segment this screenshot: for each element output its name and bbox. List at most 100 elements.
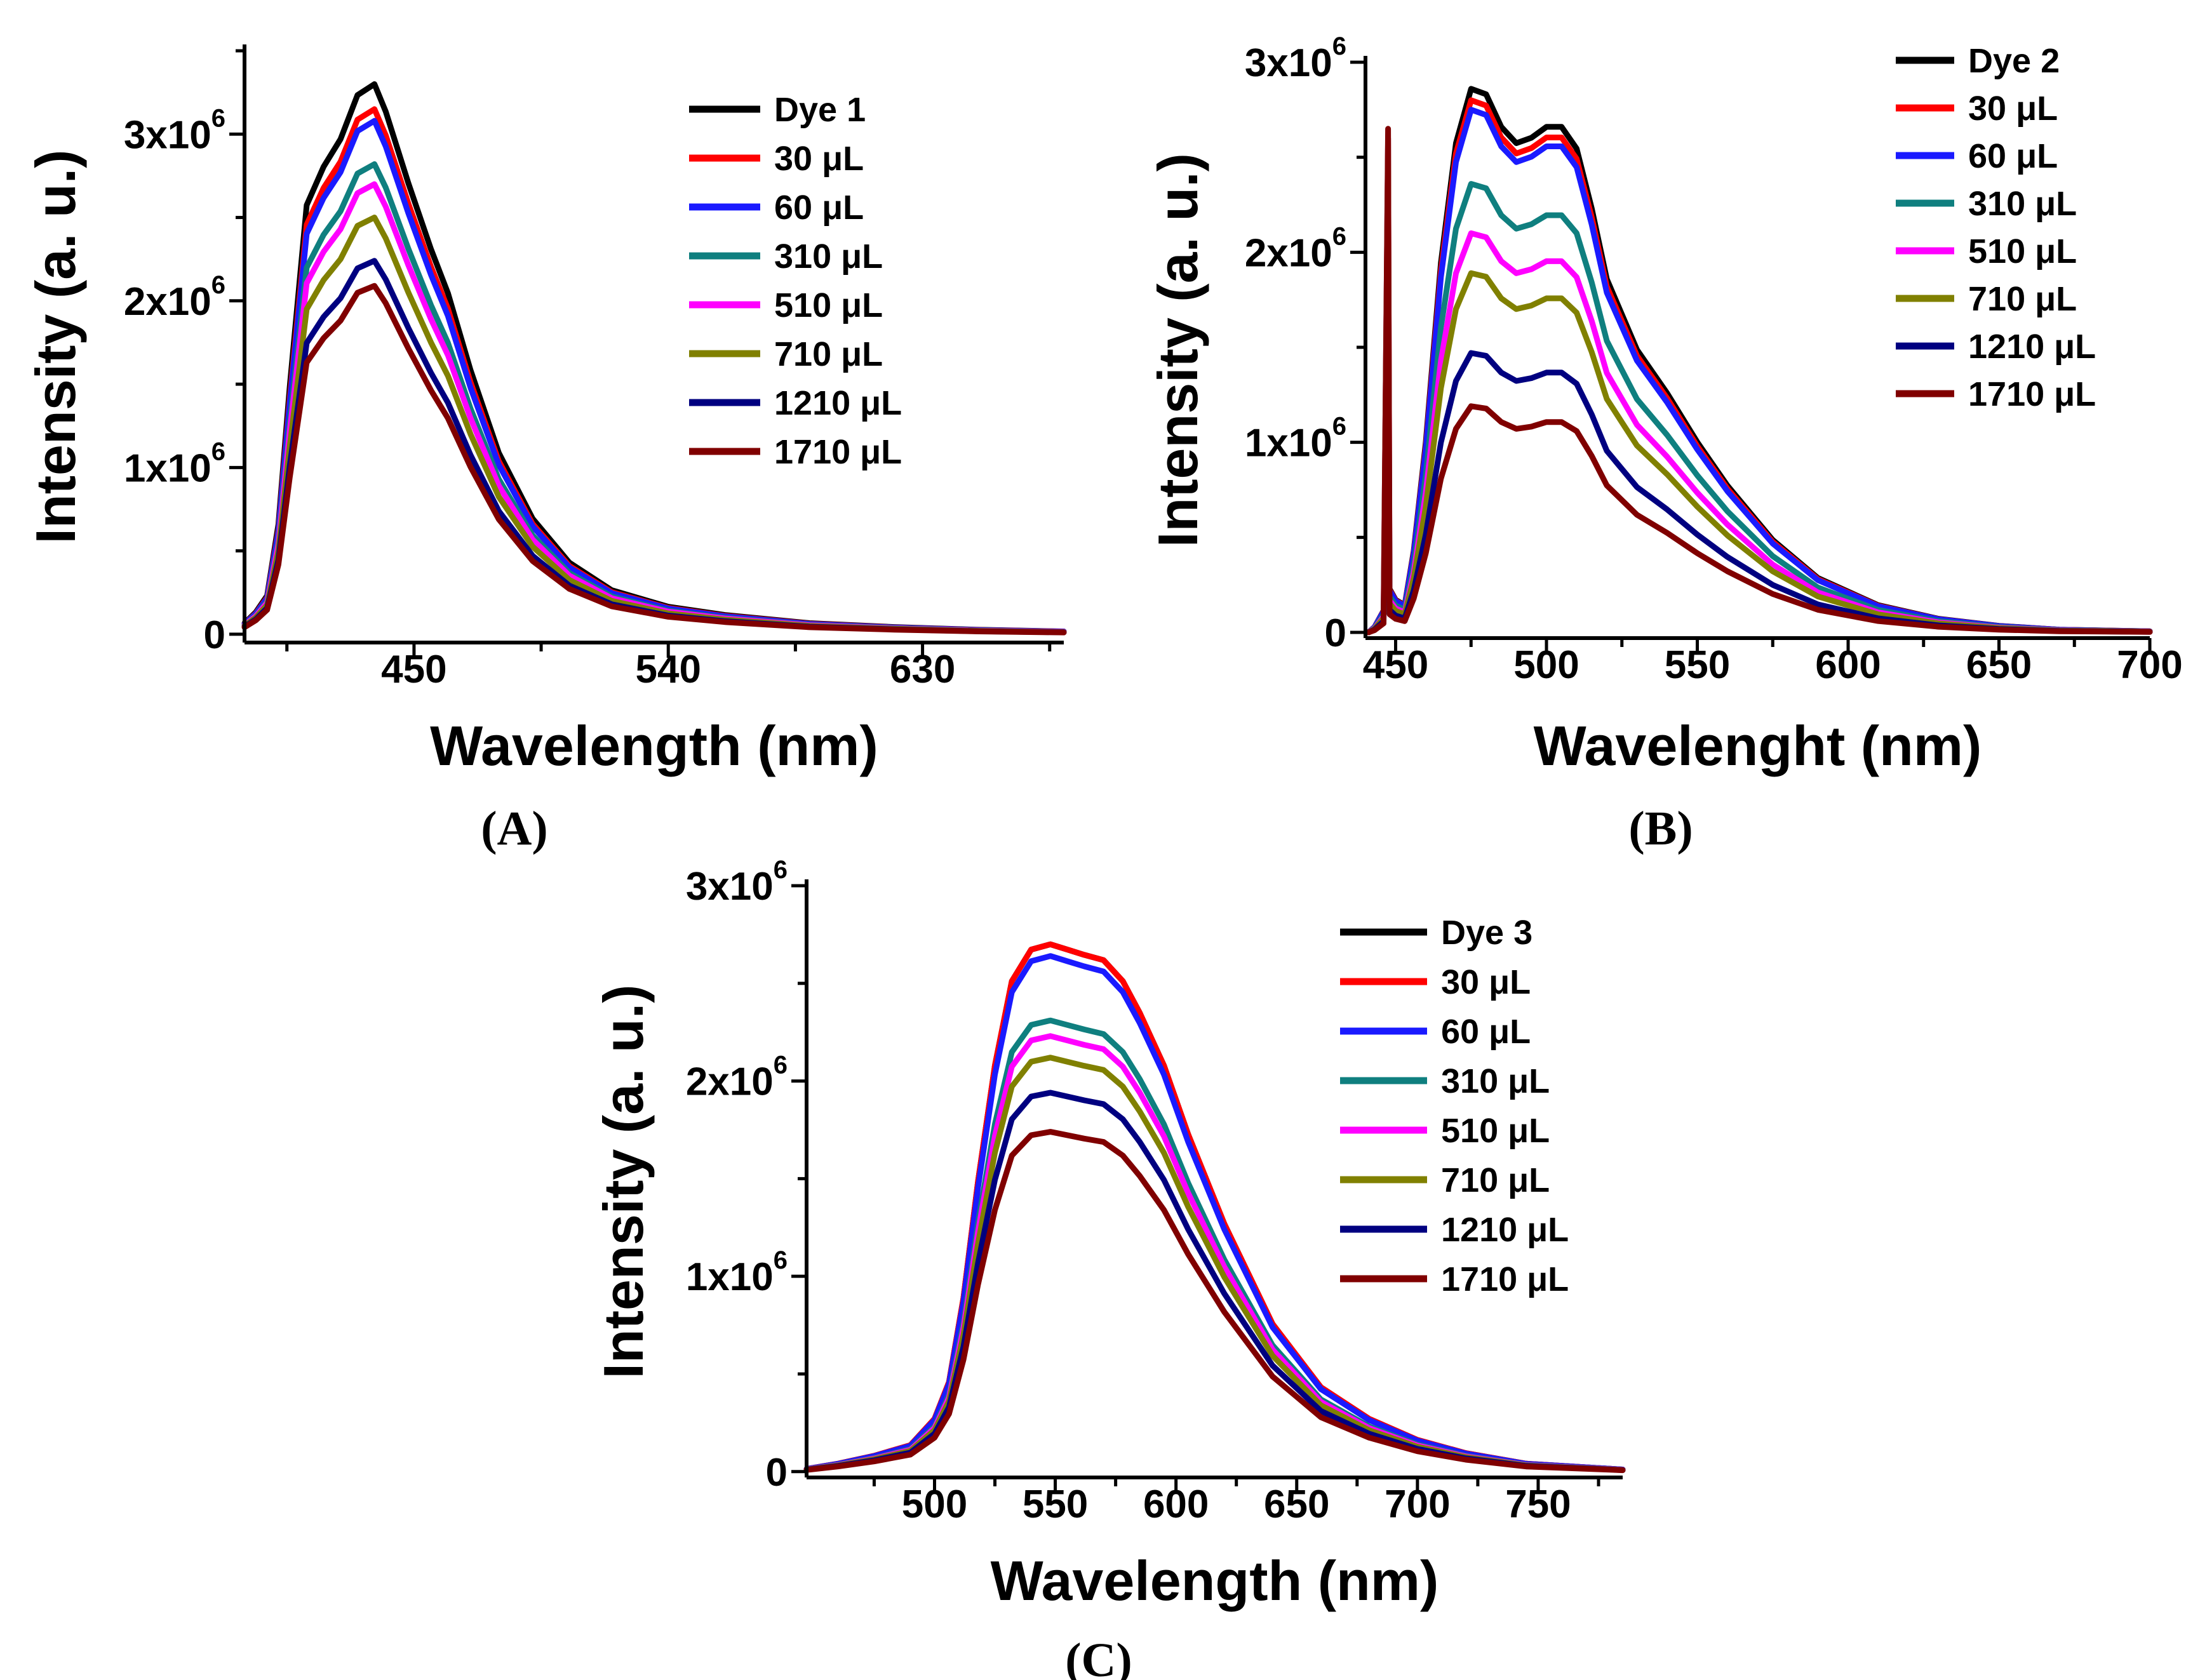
chartb-legend-label: 1210 μL bbox=[1968, 328, 2096, 366]
chart-panel-c: 500 550 600 650 700 75001x1062x1063x106Wavele… bbox=[592, 856, 1626, 1680]
charta-y-tick-exponent: 6 bbox=[211, 271, 225, 299]
chartb-series-5 bbox=[1365, 135, 2153, 636]
chartb-legend-label: 510 μL bbox=[1968, 232, 2077, 270]
charta-x-tick-label: 450 bbox=[381, 648, 446, 691]
chartc-y-tick-label: 0 bbox=[766, 1451, 788, 1495]
charta-series-2 bbox=[241, 117, 1067, 635]
chartc-y-tick-mantissa: 1x10 bbox=[686, 1255, 774, 1299]
chartb-panel-label: (B) bbox=[1628, 802, 1693, 855]
chartc-legend-label: 310 μL bbox=[1441, 1062, 1550, 1100]
chartc-legend-label: 30 μL bbox=[1441, 963, 1531, 1001]
chartb-series-2 bbox=[1365, 107, 2153, 636]
chartb-x-tick-label: 550 bbox=[1665, 643, 1730, 687]
chartc-x-tick-label: 700 bbox=[1385, 1483, 1450, 1526]
chartc-legend-label: 1210 μL bbox=[1441, 1211, 1569, 1249]
chartb-x-tick-label: 450 bbox=[1363, 643, 1428, 687]
chartb-y-tick-mantissa: 0 bbox=[1325, 611, 1346, 655]
charta-y-tick-label: 1x106 bbox=[124, 437, 225, 490]
chartb-y-tick-label: 0 bbox=[1325, 611, 1346, 655]
chartb-x-tick-label: 600 bbox=[1815, 643, 1881, 687]
chartb-legend-label: 710 μL bbox=[1968, 280, 2077, 318]
chartb-x-axis-title: Wavelenght (nm) bbox=[1534, 714, 1982, 777]
chartb-legend: Dye 2 30 μL 60 μL 310 μL 510 μL 710 μL 1210 μL… bbox=[1896, 42, 2096, 413]
chartc-y-tick-label: 3x106 bbox=[686, 856, 788, 909]
charta-series-5 bbox=[241, 215, 1067, 636]
charta-x-tick-label: 540 bbox=[636, 648, 701, 691]
charta-x-tick-label: 630 bbox=[890, 648, 955, 691]
charta-y-tick-label: 3x106 bbox=[124, 104, 225, 157]
chartc-legend-label: 60 μL bbox=[1441, 1013, 1531, 1051]
charta-legend-label: 1210 μL bbox=[774, 384, 902, 422]
charta-legend-label: 310 μL bbox=[774, 237, 883, 276]
chartc-y-tick-exponent: 6 bbox=[774, 856, 788, 884]
chartc-y-tick-label: 1x106 bbox=[686, 1246, 788, 1299]
chartc-y-tick-exponent: 6 bbox=[774, 1051, 788, 1079]
charta-x-axis-title: Wavelength (nm) bbox=[430, 714, 878, 777]
charta-legend-label: 30 μL bbox=[774, 140, 864, 178]
chartc-x-tick-label: 500 bbox=[902, 1483, 967, 1526]
chartc-y-axis-title: Intensity (a. u.) bbox=[592, 985, 655, 1379]
charta-y-axis-title: Intensity (a. u.) bbox=[24, 150, 87, 544]
chartc-legend-label: 1710 μL bbox=[1441, 1260, 1569, 1298]
chartb-y-tick-exponent: 6 bbox=[1332, 222, 1346, 250]
charta-legend: Dye 1 30 μL 60 μL 310 μL 510 μL 710 μL 1210 μL… bbox=[689, 91, 902, 471]
charta-legend-label: 1710 μL bbox=[774, 433, 902, 471]
chartb-y-tick-mantissa: 1x10 bbox=[1245, 422, 1332, 465]
charta-series-6 bbox=[241, 258, 1067, 636]
chartc-x-tick-label: 600 bbox=[1143, 1483, 1209, 1526]
chartc-legend: Dye 3 30 μL 60 μL 310 μL 510 μL 710 μL 1210 μL… bbox=[1340, 914, 1569, 1298]
charta-y-tick-label: 0 bbox=[204, 613, 225, 657]
chartb-legend-label: 310 μL bbox=[1968, 185, 2077, 223]
chartb-series-7 bbox=[1365, 126, 2153, 636]
chartc-series-7 bbox=[803, 1129, 1626, 1474]
chartb-y-tick-mantissa: 3x10 bbox=[1245, 41, 1332, 85]
charta-legend-label: Dye 1 bbox=[774, 91, 866, 129]
chartb-y-tick-label: 1x106 bbox=[1245, 413, 1346, 465]
charta-y-tick-mantissa: 0 bbox=[204, 613, 225, 657]
chartb-x-tick-label: 500 bbox=[1513, 643, 1579, 687]
chartb-y-tick-mantissa: 2x10 bbox=[1245, 231, 1332, 275]
chartc-panel-label: (C) bbox=[1065, 1634, 1132, 1680]
charta-legend-label: 510 μL bbox=[774, 286, 883, 324]
chartb-legend-label: 60 μL bbox=[1968, 137, 2058, 175]
charta-panel-label: (A) bbox=[481, 802, 548, 855]
charta-y-tick-exponent: 6 bbox=[211, 437, 225, 465]
chartc-x-tick-label: 750 bbox=[1505, 1483, 1571, 1526]
charta-legend-label: 60 μL bbox=[774, 189, 864, 227]
charta-curves bbox=[241, 81, 1067, 636]
chartb-curves bbox=[1365, 86, 2153, 636]
chartc-y-tick-mantissa: 2x10 bbox=[686, 1060, 774, 1104]
chartb-x-tick-label: 700 bbox=[2117, 643, 2182, 687]
charta-y-tick-exponent: 6 bbox=[211, 104, 225, 132]
chartb-y-axis-title: Intensity (a. u.) bbox=[1146, 153, 1209, 547]
chartb-y-tick-exponent: 6 bbox=[1332, 413, 1346, 441]
chartb-series-6 bbox=[1365, 211, 2153, 636]
chartc-y-tick-mantissa: 0 bbox=[766, 1451, 788, 1495]
charta-series-7 bbox=[241, 283, 1067, 636]
charta-legend-label: 710 μL bbox=[774, 335, 883, 373]
chartb-x-tick-label: 650 bbox=[1966, 643, 2032, 687]
chartb-legend-label: 1710 μL bbox=[1968, 375, 2096, 413]
chartc-y-tick-label: 2x106 bbox=[686, 1051, 788, 1104]
chartc-series-2 bbox=[803, 953, 1626, 1472]
chartc-curves bbox=[803, 941, 1626, 1474]
chartc-legend-label: Dye 3 bbox=[1441, 914, 1532, 952]
chartb-y-tick-exponent: 6 bbox=[1332, 32, 1346, 60]
chartc-x-tick-label: 550 bbox=[1023, 1483, 1088, 1526]
chartc-legend-label: 710 μL bbox=[1441, 1161, 1550, 1199]
chartc-legend-label: 510 μL bbox=[1441, 1112, 1550, 1150]
chartb-legend-label: Dye 2 bbox=[1968, 42, 2060, 80]
chartb-legend-label: 30 μL bbox=[1968, 90, 2058, 128]
charta-y-tick-mantissa: 2x10 bbox=[124, 280, 211, 324]
charta-y-tick-label: 2x106 bbox=[124, 271, 225, 324]
chartb-y-tick-label: 3x106 bbox=[1245, 32, 1346, 85]
chartc-y-tick-exponent: 6 bbox=[774, 1246, 788, 1274]
charta-y-tick-mantissa: 1x10 bbox=[124, 446, 211, 490]
chartc-x-tick-label: 650 bbox=[1264, 1483, 1329, 1526]
charta-series-3 bbox=[241, 161, 1067, 635]
charta-y-tick-mantissa: 3x10 bbox=[124, 113, 211, 157]
chart-panel-b: 450 500 550 600 650 70001x1062x1063x106Wavele… bbox=[1146, 32, 2183, 855]
chartc-y-tick-mantissa: 3x10 bbox=[686, 865, 774, 909]
